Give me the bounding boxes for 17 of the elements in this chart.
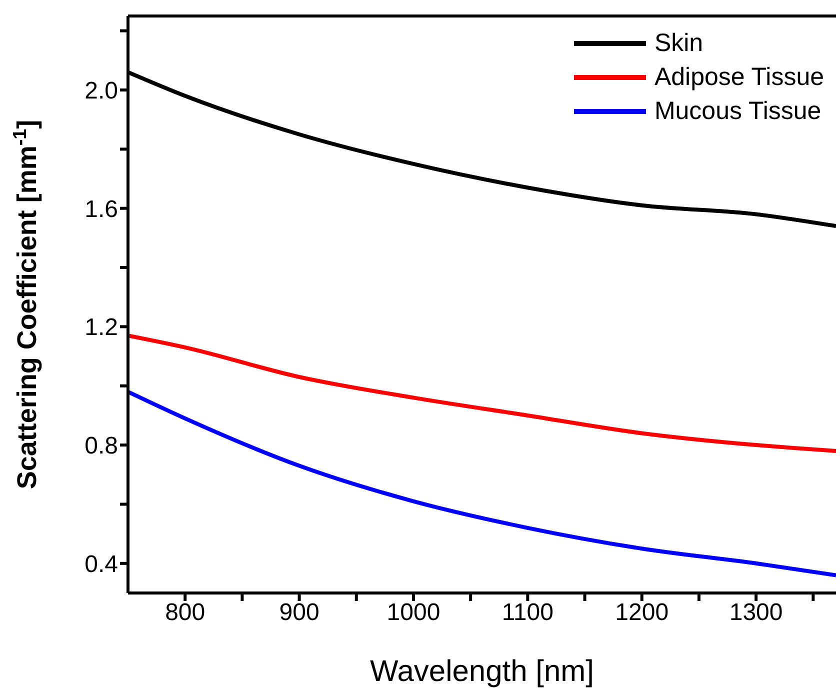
y-tick-label: 0.8 bbox=[84, 432, 118, 460]
x-tick-label: 1200 bbox=[615, 599, 669, 626]
y-tick-label: 1.6 bbox=[84, 196, 118, 223]
x-tick-label: 1000 bbox=[386, 599, 440, 626]
y-tick-label: 0.4 bbox=[84, 550, 118, 578]
line-series bbox=[128, 334, 836, 453]
legend-label: Adipose Tissue bbox=[654, 62, 824, 93]
y-tick-label: 1.2 bbox=[84, 314, 118, 342]
x-tick-label: 1100 bbox=[502, 599, 554, 626]
x-tick-label: 1300 bbox=[729, 599, 783, 626]
x-tick-label: 800 bbox=[165, 599, 206, 626]
legend-label: Mucous Tissue bbox=[654, 96, 822, 127]
legend-label: Skin bbox=[654, 28, 704, 59]
x-tick-label: 900 bbox=[279, 599, 320, 626]
y-tick-label: 2.0 bbox=[84, 77, 118, 104]
x-axis-title: Wavelength [nm] bbox=[370, 655, 594, 688]
line-series bbox=[128, 390, 836, 578]
